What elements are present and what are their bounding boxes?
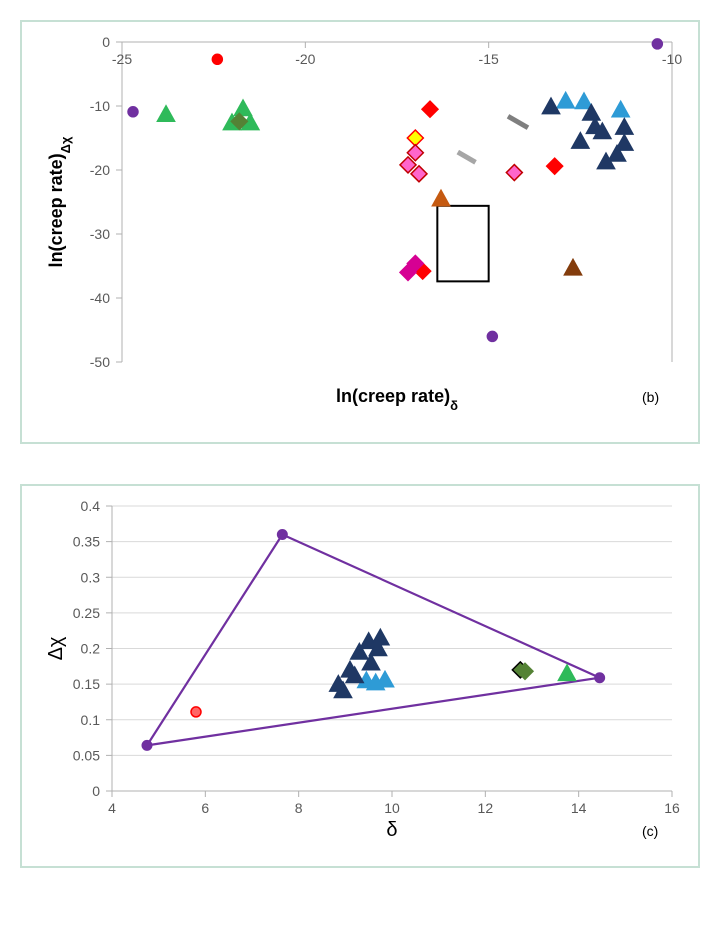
svg-text:0.4: 0.4 [81,498,101,514]
svg-text:-10: -10 [662,51,682,67]
svg-text:δ: δ [386,819,397,841]
svg-text:-30: -30 [90,226,110,242]
svg-text:12: 12 [478,800,494,816]
svg-text:(b): (b) [642,389,659,405]
svg-text:0.35: 0.35 [73,534,100,550]
svg-text:8: 8 [295,800,303,816]
svg-text:0.3: 0.3 [81,569,101,585]
svg-text:0.15: 0.15 [73,676,100,692]
panel-c: 4 6 8 10 12 14 16 0 0.05 0.1 0.15 0.2 0.25 0.3 0.35 0.4… [20,484,700,868]
svg-text:-20: -20 [90,162,110,178]
svg-text:Δχ: Δχ [45,636,67,660]
svg-text:0.25: 0.25 [73,605,100,621]
svg-text:-40: -40 [90,290,110,306]
svg-text:ln(creep rate)δ: ln(creep rate)δ [336,386,458,413]
svg-text:0.1: 0.1 [81,712,101,728]
svg-text:-20: -20 [295,51,315,67]
svg-text:-25: -25 [112,51,132,67]
svg-text:16: 16 [664,800,680,816]
svg-text:6: 6 [201,800,209,816]
panel-b: -25 -20 -15 -10 -50 -40 -30 -20 -10 0 ln(creep rat… [20,20,700,444]
svg-text:4: 4 [108,800,116,816]
svg-text:0: 0 [92,783,100,799]
svg-text:-50: -50 [90,354,110,370]
chart-b: -25 -20 -15 -10 -50 -40 -30 -20 -10 0 ln(creep rat… [32,32,688,432]
svg-text:(c): (c) [642,823,658,839]
svg-text:-10: -10 [90,98,110,114]
svg-text:10: 10 [384,800,400,816]
chart-c: 4 6 8 10 12 14 16 0 0.05 0.1 0.15 0.2 0.25 0.3 0.35 0.4… [32,496,688,856]
svg-text:-15: -15 [479,51,499,67]
svg-text:14: 14 [571,800,587,816]
svg-text:0: 0 [102,34,110,50]
svg-text:0.2: 0.2 [81,641,101,657]
svg-text:ln(creep rate)Δχ: ln(creep rate)Δχ [46,136,73,267]
svg-text:0.05: 0.05 [73,747,100,763]
